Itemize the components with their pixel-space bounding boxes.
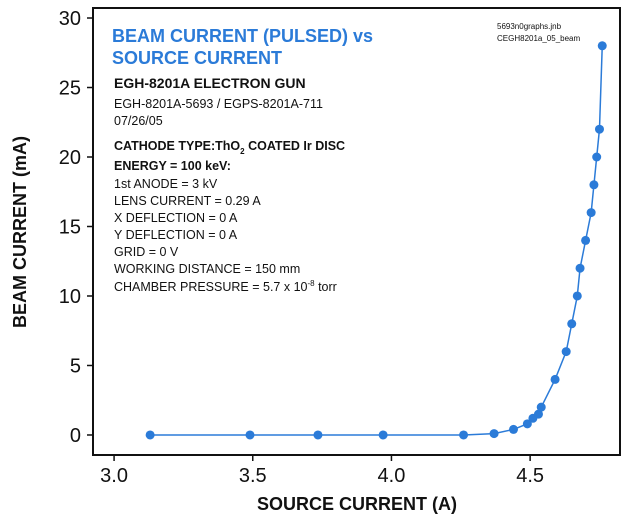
data-line: [150, 45, 603, 436]
annotation-text: CHAMBER PRESSURE = 5.7 x 10: [114, 280, 308, 294]
annotation: 07/26/05: [114, 114, 163, 128]
y-tick-label: 30: [59, 8, 81, 30]
annotation: ENERGY = 100 keV:: [114, 159, 231, 173]
annotation-text: X DEFLECTION = 0 A: [114, 211, 238, 225]
annotation: X DEFLECTION = 0 A: [114, 211, 238, 225]
annotation-text: LENS CURRENT = 0.29 A: [114, 194, 261, 208]
y-axis-title: BEAM CURRENT (mA): [10, 136, 30, 328]
annotation-text: GRID = 0 V: [114, 245, 179, 259]
x-tick-label: 4.0: [378, 465, 406, 487]
data-point: [245, 430, 255, 440]
data-point: [508, 424, 518, 434]
data-point: [572, 291, 582, 301]
annotation: LENS CURRENT = 0.29 A: [114, 194, 261, 208]
annotation: EGH-8201A-5693 / EGPS-8201A-711: [114, 97, 323, 111]
file-note: 5693n0graphs.jnb: [497, 22, 562, 31]
annotation-text: ENERGY = 100 keV:: [114, 159, 231, 173]
data-point: [581, 235, 591, 245]
annotation-text: WORKING DISTANCE = 150 mm: [114, 262, 300, 276]
chart-title: BEAM CURRENT (PULSED) vs: [112, 26, 373, 46]
annotation-text: EGH-8201A ELECTRON GUN: [114, 75, 306, 91]
data-point: [536, 402, 546, 412]
y-tick-label: 0: [70, 425, 81, 447]
data-point: [561, 347, 571, 357]
data-point: [378, 430, 388, 440]
data-point: [597, 41, 607, 51]
x-tick-label: 3.5: [239, 465, 267, 487]
data-point: [586, 208, 596, 218]
annotation-text: CATHODE TYPE:ThO: [114, 139, 240, 153]
data-point: [594, 124, 604, 134]
annotation: GRID = 0 V: [114, 245, 179, 259]
data-point: [533, 409, 543, 419]
annotation: CHAMBER PRESSURE = 5.7 x 10-8 torr: [114, 279, 337, 294]
annotation-text: COATED Ir DISC: [245, 139, 345, 153]
data-point: [489, 429, 499, 439]
y-tick-label: 5: [70, 355, 81, 377]
annotation: EGH-8201A ELECTRON GUN: [114, 75, 306, 91]
y-tick-label: 25: [59, 78, 81, 100]
annotation-text: 1st ANODE = 3 kV: [114, 177, 218, 191]
annotation-text: EGH-8201A-5693 / EGPS-8201A-711: [114, 97, 323, 111]
x-tick-label: 4.5: [516, 465, 544, 487]
x-tick-label: 3.0: [100, 465, 128, 487]
annotation: WORKING DISTANCE = 150 mm: [114, 262, 300, 276]
y-tick-label: 15: [59, 216, 81, 238]
data-point: [313, 430, 323, 440]
file-note: CEGH8201a_05_beam: [497, 34, 581, 43]
annotation-superscript: -8: [307, 279, 315, 288]
data-point: [522, 419, 532, 429]
data-point: [589, 180, 599, 190]
plot-frame: [92, 7, 621, 456]
data-point: [592, 152, 602, 162]
y-tick-label: 10: [59, 286, 81, 308]
data-point: [459, 430, 469, 440]
annotation: CATHODE TYPE:ThO2 COATED Ir DISC: [114, 139, 345, 156]
annotation-subscript: 2: [240, 147, 245, 156]
annotation: 1st ANODE = 3 kV: [114, 177, 218, 191]
annotation-text: Y DEFLECTION = 0 A: [114, 228, 238, 242]
annotation: Y DEFLECTION = 0 A: [114, 228, 238, 242]
annotation-text: 07/26/05: [114, 114, 163, 128]
data-point: [567, 319, 577, 329]
annotation-text: torr: [315, 280, 337, 294]
data-point: [145, 430, 155, 440]
data-point: [550, 374, 560, 384]
data-point: [575, 263, 585, 273]
chart-title: SOURCE CURRENT: [112, 48, 282, 68]
x-axis-title: SOURCE CURRENT (A): [257, 494, 457, 514]
y-tick-label: 20: [59, 147, 81, 169]
